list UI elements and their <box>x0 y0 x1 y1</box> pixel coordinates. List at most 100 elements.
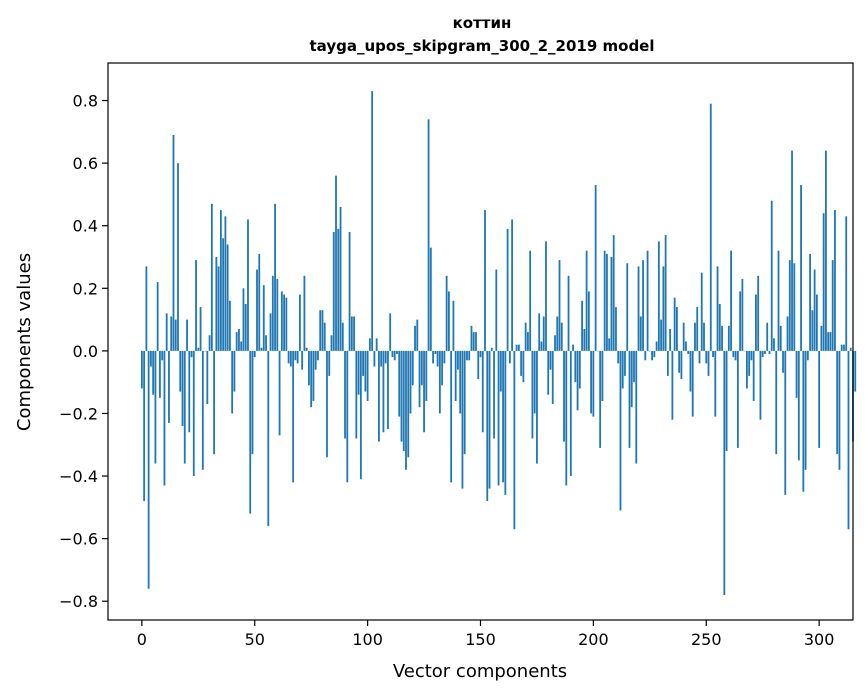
bar-203 <box>599 350 602 448</box>
bar-52 <box>258 253 261 351</box>
bar-274 <box>759 350 762 420</box>
bar-133 <box>441 350 444 386</box>
bar-75 <box>310 350 313 408</box>
bar-90 <box>344 350 346 439</box>
bar-257 <box>721 325 723 351</box>
bar-228 <box>655 341 658 351</box>
bar-136 <box>447 291 450 351</box>
bar-149 <box>477 350 480 380</box>
bar-49 <box>251 350 254 455</box>
bar-53 <box>260 347 263 351</box>
bar-2 <box>145 266 148 351</box>
bar-261 <box>730 250 732 351</box>
bar-59 <box>274 203 276 351</box>
bar-229 <box>657 241 660 351</box>
bar-31 <box>210 203 213 351</box>
bar-186 <box>560 322 563 351</box>
bar-115 <box>400 350 403 442</box>
bar-128 <box>429 247 432 351</box>
bar-12 <box>168 350 170 423</box>
bar-116 <box>402 350 405 452</box>
bar-32 <box>213 350 216 455</box>
bar-121 <box>414 325 416 351</box>
bar-120 <box>411 350 414 386</box>
bar-272 <box>755 294 757 351</box>
bar-87 <box>337 228 340 351</box>
bar-178 <box>542 316 545 351</box>
bar-273 <box>757 275 760 351</box>
bar-127 <box>427 119 430 351</box>
bar-296 <box>809 253 812 351</box>
bar-285 <box>784 350 787 495</box>
bar-105 <box>378 350 380 442</box>
bar-297 <box>811 310 814 351</box>
bar-48 <box>249 350 252 514</box>
x-tick-label: 100 <box>352 630 383 649</box>
bar-88 <box>339 206 342 351</box>
bar-211 <box>617 350 620 364</box>
bar-72 <box>303 275 306 351</box>
bar-83 <box>328 350 331 376</box>
bar-298 <box>813 269 816 351</box>
bar-125 <box>423 350 425 433</box>
bar-290 <box>795 350 798 398</box>
bar-231 <box>662 266 665 351</box>
bar-244 <box>691 350 694 417</box>
bar-130 <box>434 350 437 355</box>
bar-60 <box>276 278 279 351</box>
bar-107 <box>382 350 385 433</box>
bar-271 <box>752 350 755 401</box>
bar-314 <box>849 347 852 351</box>
bar-113 <box>396 350 398 355</box>
bar-253 <box>712 350 714 358</box>
bar-23 <box>192 350 195 477</box>
bar-236 <box>673 297 676 351</box>
y-tick-label: 0.2 <box>73 279 98 298</box>
x-axis-label: Vector components <box>393 661 567 682</box>
bar-95 <box>355 350 358 439</box>
bar-207 <box>608 338 611 351</box>
bar-259 <box>725 350 728 452</box>
bar-104 <box>375 338 378 351</box>
bar-249 <box>703 322 705 351</box>
bar-156 <box>493 350 495 439</box>
plot-frame <box>107 62 854 621</box>
bar-146 <box>470 325 473 351</box>
bar-254 <box>714 350 717 417</box>
bar-242 <box>687 350 690 355</box>
bar-145 <box>468 350 471 361</box>
bar-143 <box>463 350 466 455</box>
bar-293 <box>802 350 805 492</box>
bar-42 <box>235 332 238 351</box>
bar-11 <box>165 313 168 351</box>
bar-148 <box>475 332 477 351</box>
bar-16 <box>177 163 179 351</box>
bar-131 <box>436 350 439 367</box>
bar-18 <box>181 350 184 426</box>
bar-33 <box>215 257 218 351</box>
bar-294 <box>804 350 807 470</box>
bar-37 <box>224 216 227 351</box>
bar-152 <box>484 210 486 351</box>
bar-132 <box>438 350 441 414</box>
y-tick-label: 0.4 <box>73 217 98 236</box>
bar-170 <box>524 322 527 351</box>
bar-99 <box>364 350 367 392</box>
x-tick-label: 0 <box>137 630 147 649</box>
bar-47 <box>247 219 249 351</box>
bar-141 <box>459 350 462 414</box>
bar-21 <box>188 350 191 433</box>
bar-111 <box>391 350 394 358</box>
bar-86 <box>335 175 337 351</box>
x-tick-label: 300 <box>804 630 835 649</box>
bar-114 <box>398 350 401 417</box>
bar-15 <box>174 319 177 351</box>
y-tick-label: −0.2 <box>59 404 98 423</box>
bar-142 <box>461 350 464 489</box>
bar-81 <box>323 322 326 351</box>
bar-79 <box>319 310 322 351</box>
bar-160 <box>502 350 504 483</box>
bar-40 <box>231 350 234 414</box>
bar-73 <box>305 347 308 351</box>
bar-78 <box>317 350 319 361</box>
